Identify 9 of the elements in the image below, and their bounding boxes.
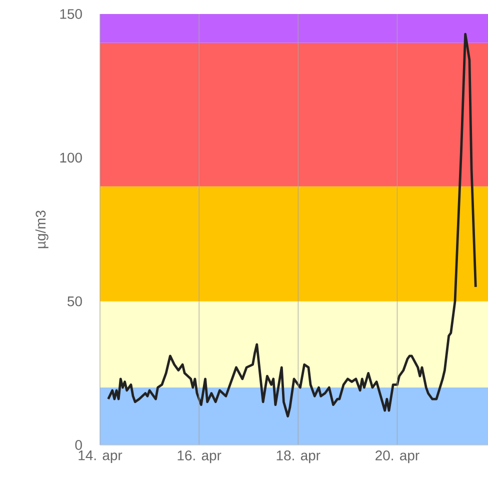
y-tick-label: 0 bbox=[75, 440, 82, 450]
x-tick-label: 16. apr bbox=[178, 450, 222, 464]
x-tick-label: 18. apr bbox=[276, 450, 320, 464]
y-tick-label: 100 bbox=[60, 152, 82, 163]
x-tick-label: 14. apr bbox=[78, 450, 122, 464]
y-tick-label: 150 bbox=[60, 9, 82, 19]
y-axis-title: µg/m3 bbox=[35, 210, 48, 248]
y-tick-label: 50 bbox=[68, 296, 82, 306]
x-tick-label: 20. apr bbox=[376, 450, 420, 464]
